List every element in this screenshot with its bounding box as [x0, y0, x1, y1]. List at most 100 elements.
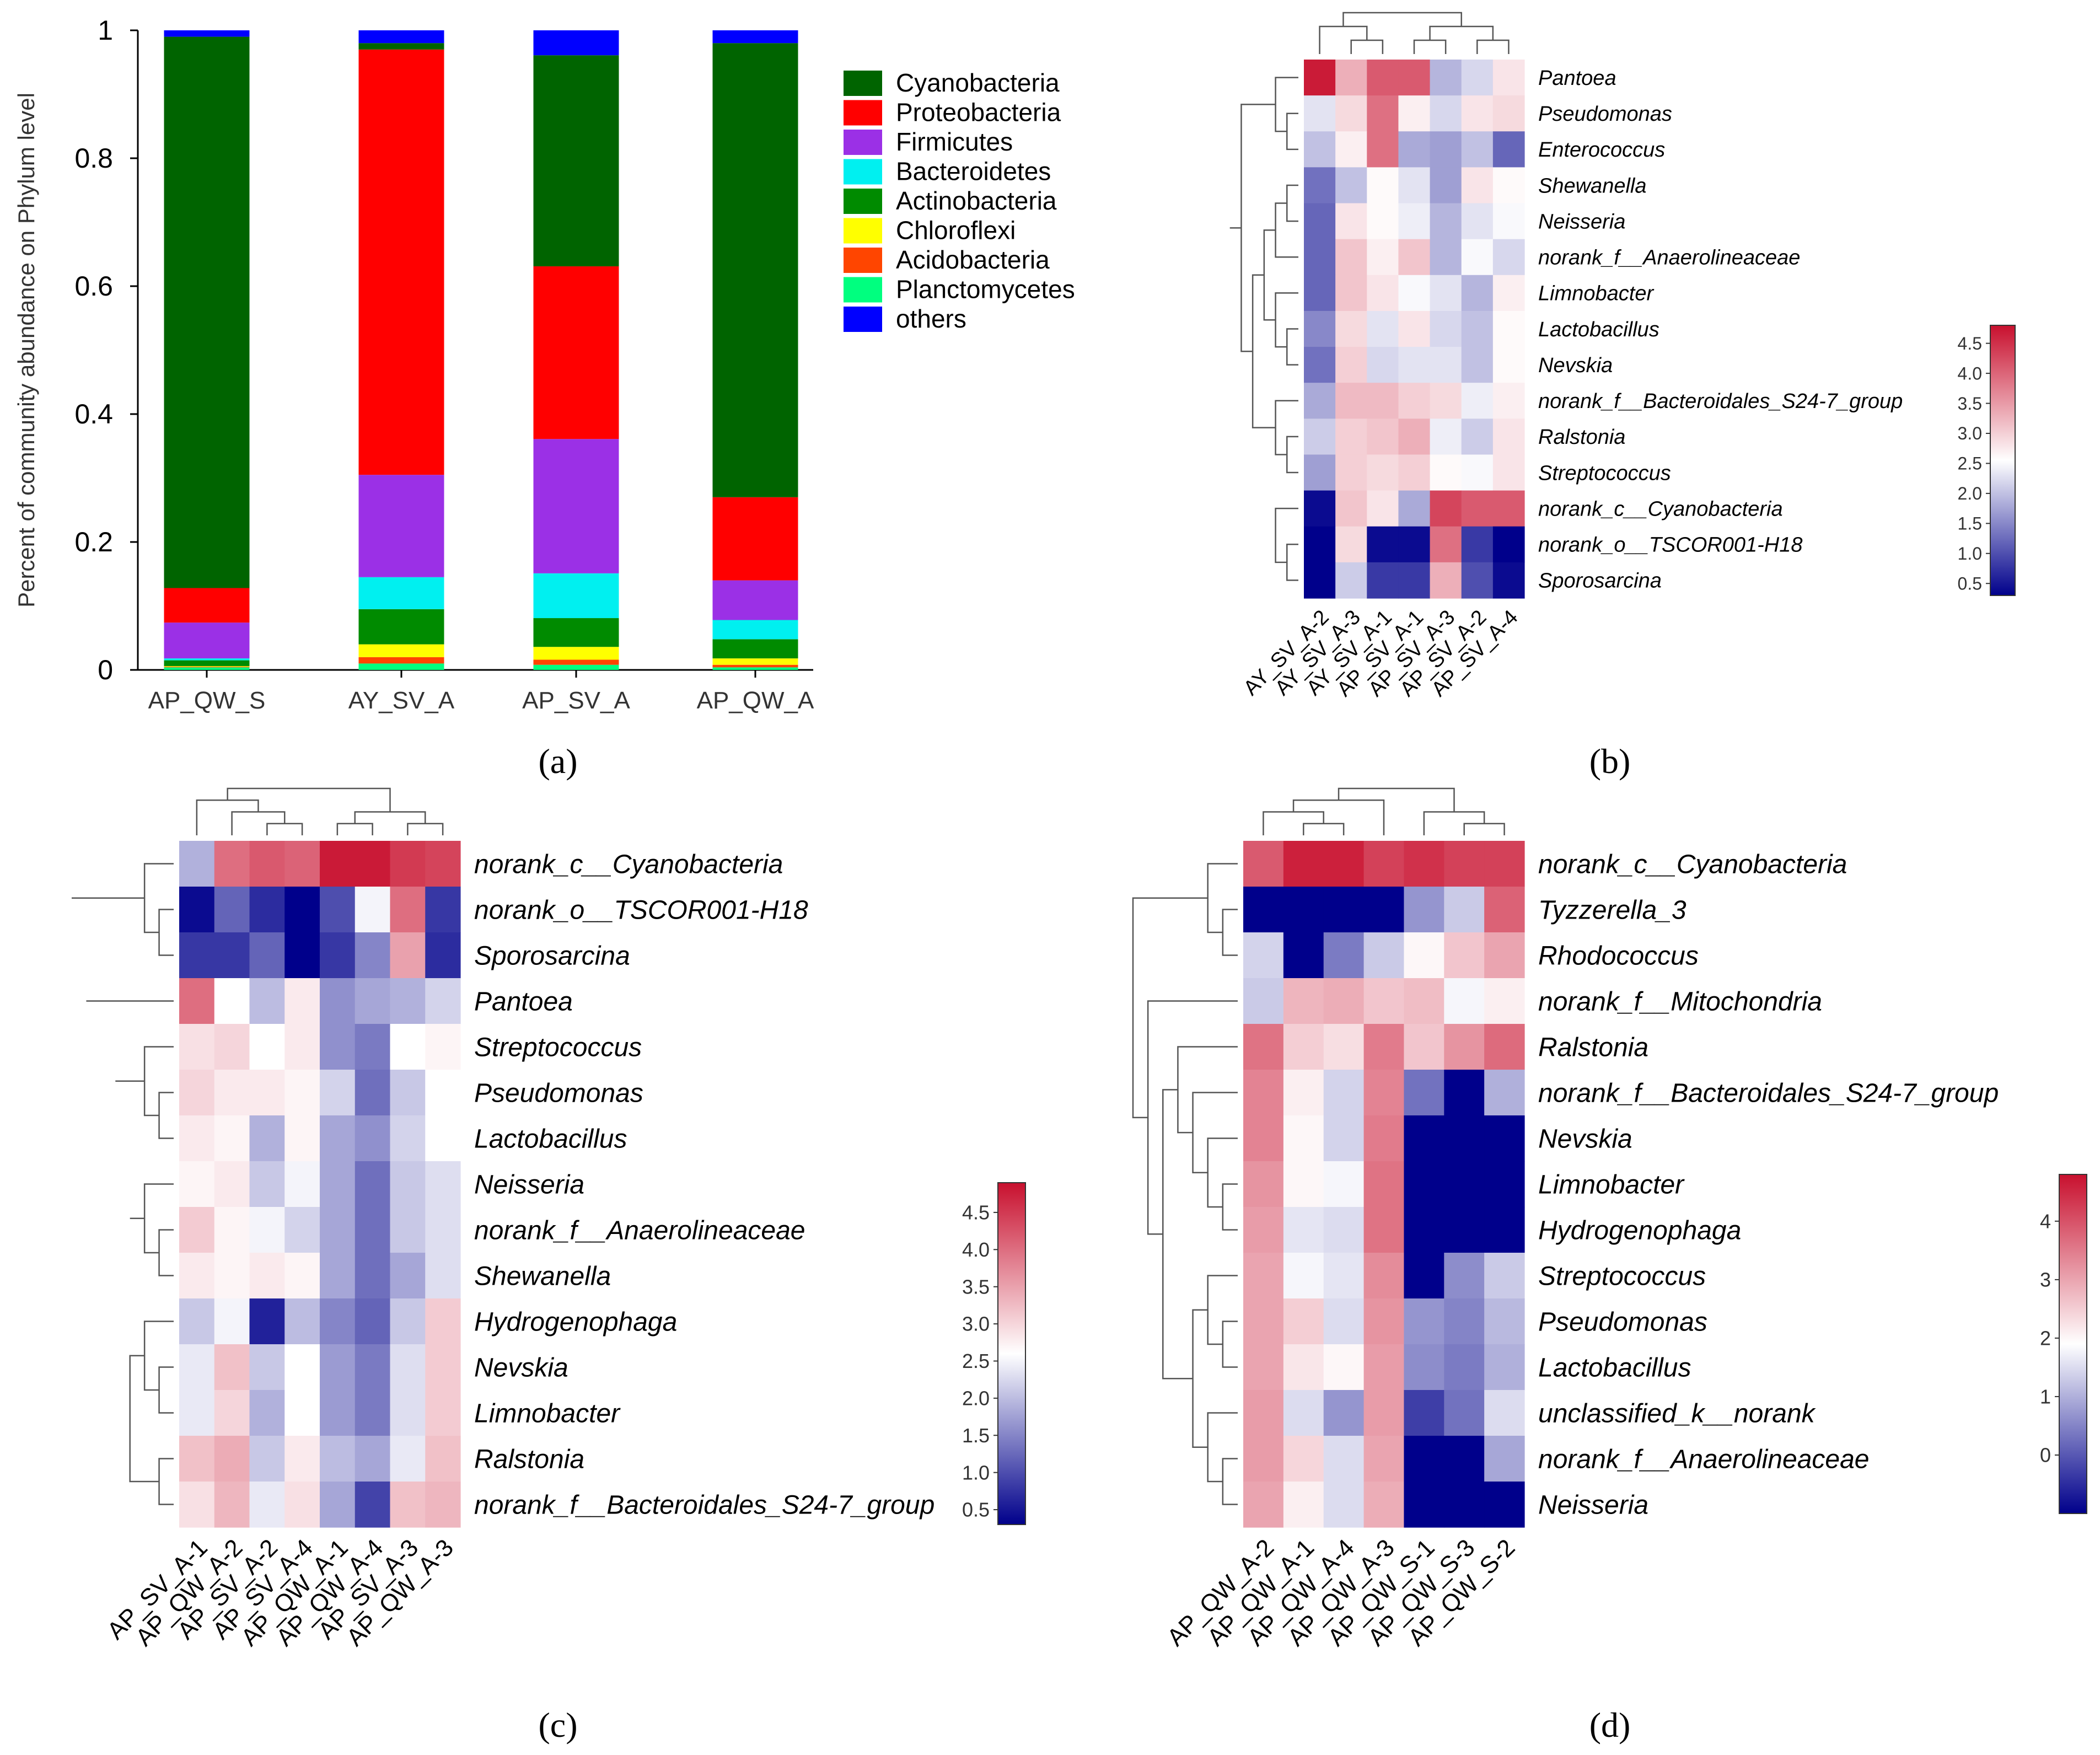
heatmap-cell — [320, 1161, 356, 1207]
heatmap-cell — [1430, 490, 1462, 527]
heatmap-cell — [390, 1115, 426, 1162]
heatmap-cell — [1243, 1298, 1284, 1345]
heatmap-cell — [1363, 1024, 1405, 1070]
heatmap-cell — [1404, 841, 1444, 887]
heatmap-cell — [1404, 1115, 1444, 1162]
x-tick-label: AP_SV_A — [522, 687, 630, 714]
heatmap-cell — [1367, 275, 1399, 312]
row-dendrogram-branch — [158, 909, 174, 956]
bar-segment-cyanobacteria — [164, 36, 250, 588]
heatmap-cell — [1484, 1298, 1525, 1345]
heatmap-cell — [1323, 1436, 1365, 1482]
heatmap-cell — [1444, 841, 1485, 887]
heatmap-cell — [1283, 1024, 1324, 1070]
heatmap-cell — [1444, 1298, 1485, 1345]
heatmap-cell — [355, 1253, 391, 1299]
heatmap-cell — [425, 932, 461, 979]
row-label: Pseudomonas — [1538, 1307, 1707, 1337]
heatmap-cell — [1363, 841, 1405, 887]
heatmap-cell — [214, 1436, 250, 1482]
row-dendrogram-branch — [1286, 328, 1298, 366]
bar-segment-acidobacteria — [712, 664, 798, 668]
heatmap-cell — [1461, 383, 1494, 419]
colorbar-tick-label: 0.5 — [1958, 573, 1982, 593]
heatmap-cell — [1323, 1344, 1365, 1391]
heatmap-cell — [1404, 1207, 1444, 1253]
heatmap-cell — [320, 1298, 356, 1345]
heatmap-cell — [1367, 383, 1399, 419]
heatmap-cell — [320, 1207, 356, 1253]
row-label: Neisseria — [474, 1170, 584, 1199]
heatmap-cell — [1304, 203, 1336, 240]
heatmap-cell — [1492, 347, 1525, 383]
heatmap-cell — [1461, 347, 1494, 383]
heatmap-cell — [1304, 347, 1336, 383]
heatmap-cell — [179, 1070, 215, 1116]
legend-swatch-planctomycetes — [844, 277, 882, 303]
heatmap-cell — [1398, 239, 1431, 276]
row-dendrogram-branch — [1263, 229, 1276, 321]
heatmap-cell — [320, 1390, 356, 1436]
panel-d-heatmap: norank_c__Cyanobacteria Tyzzerella_3 Rhodo… — [1132, 787, 2087, 1745]
heatmap-cell — [1363, 978, 1405, 1024]
heatmap-cell — [179, 1436, 215, 1482]
row-label: Rhodococcus — [1538, 941, 1699, 970]
row-label: Sporosarcina — [474, 941, 630, 970]
heatmap-cell — [1335, 275, 1367, 312]
row-dendrogram-branch — [1192, 1092, 1238, 1173]
heatmap-cell — [390, 1161, 426, 1207]
heatmap-cell — [1243, 1482, 1284, 1528]
heatmap-cell — [284, 1161, 320, 1207]
row-label: Streptococcus — [474, 1033, 642, 1062]
row-dendrogram-branch — [1162, 1089, 1193, 1380]
heatmap-cell — [1304, 275, 1336, 312]
colorbar-tick-label: 1 — [2040, 1386, 2051, 1408]
heatmap-cell — [1461, 562, 1494, 599]
panel-label-a: (a) — [538, 742, 577, 781]
row-label: norank_f__Anaerolineaceae — [474, 1216, 805, 1245]
heatmap-cell — [1484, 1024, 1525, 1070]
y-tick-label: 0.8 — [74, 143, 113, 174]
heatmap-cell — [1323, 1207, 1365, 1253]
heatmap-cell — [1367, 310, 1399, 347]
panel-a-bar-chart: 0 0.2 0.4 0.6 0.8 1 Percent of community abund… — [13, 15, 1075, 781]
heatmap-cell — [1363, 932, 1405, 979]
heatmap-cell — [1367, 490, 1399, 527]
row-label: norank_c__Cyanobacteria — [1538, 497, 1783, 520]
heatmap-cell — [1323, 887, 1365, 933]
bar-segment-cyanobacteria — [533, 55, 619, 267]
heatmap-cell — [1243, 1161, 1284, 1207]
heatmap-cell — [320, 1115, 356, 1162]
heatmap-cell — [1335, 131, 1367, 168]
heatmap-cell — [1444, 1436, 1485, 1482]
column-dendrogram-branch — [1303, 823, 1345, 835]
heatmap-cell — [1323, 1482, 1365, 1528]
heatmap-cell — [1444, 1070, 1485, 1116]
heatmap-cell — [1363, 1161, 1405, 1207]
heatmap-cell — [179, 1344, 215, 1391]
heatmap-cell — [1323, 1253, 1365, 1299]
heatmap-cell — [249, 1070, 285, 1116]
bar-segment-firmicutes — [358, 475, 444, 577]
heatmap-cell — [1492, 526, 1525, 563]
heatmap-cell — [179, 1482, 215, 1528]
heatmap-cell — [1430, 131, 1462, 168]
heatmap-cell — [1335, 347, 1367, 383]
legend-label: Firmicutes — [896, 127, 1013, 156]
heatmap-cell — [1484, 887, 1525, 933]
heatmap-cell — [249, 1482, 285, 1528]
heatmap-cell — [1461, 526, 1494, 563]
heatmap-cell — [1335, 95, 1367, 132]
heatmap-cell — [425, 1298, 461, 1345]
heatmap-cell — [214, 1024, 250, 1070]
heatmap-cell — [425, 1344, 461, 1391]
heatmap-cell — [1323, 1390, 1365, 1436]
bar-segment-chloroflexi — [164, 666, 250, 667]
heatmap-cell — [390, 1298, 426, 1345]
heatmap-cell — [1283, 1207, 1324, 1253]
x-tick-label: AP_QW_A — [697, 687, 814, 714]
heatmap-cell — [1323, 1161, 1365, 1207]
heatmap-cell — [1243, 1024, 1284, 1070]
heatmap-cell — [1304, 131, 1336, 168]
heatmap-cell — [1430, 454, 1462, 491]
